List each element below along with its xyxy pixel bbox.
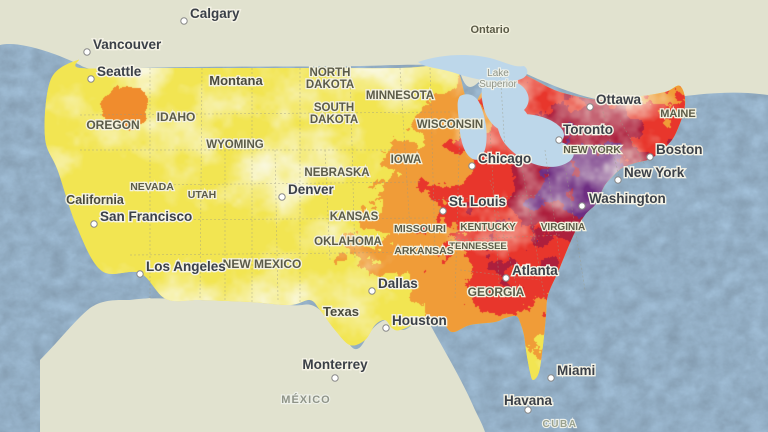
svg-text:MINNESOTA: MINNESOTA bbox=[366, 90, 434, 102]
svg-text:KENTUCKY: KENTUCKY bbox=[460, 222, 516, 233]
svg-text:CUBA: CUBA bbox=[543, 419, 578, 430]
svg-text:New York: New York bbox=[624, 165, 685, 180]
svg-text:TENNESSEE: TENNESSEE bbox=[449, 241, 507, 252]
svg-text:Washington: Washington bbox=[589, 191, 666, 206]
svg-text:Boston: Boston bbox=[656, 142, 703, 157]
svg-text:NEW MEXICO: NEW MEXICO bbox=[223, 257, 302, 271]
svg-text:Texas: Texas bbox=[323, 304, 359, 319]
svg-text:VIRGINIA: VIRGINIA bbox=[541, 222, 585, 233]
svg-text:OREGON: OREGON bbox=[86, 118, 139, 132]
svg-text:California: California bbox=[66, 193, 125, 207]
svg-text:Ottawa: Ottawa bbox=[596, 92, 642, 107]
svg-text:NEW YORK: NEW YORK bbox=[563, 144, 621, 156]
svg-text:OKLAHOMA: OKLAHOMA bbox=[314, 236, 382, 248]
svg-text:MÉXICO: MÉXICO bbox=[281, 393, 330, 406]
svg-text:Superior: Superior bbox=[479, 79, 517, 90]
svg-text:GEORGIA: GEORGIA bbox=[468, 285, 525, 299]
svg-text:Seattle: Seattle bbox=[97, 64, 142, 79]
svg-text:Monterrey: Monterrey bbox=[302, 357, 368, 372]
svg-text:Miami: Miami bbox=[557, 363, 595, 378]
svg-text:Los Angeles: Los Angeles bbox=[146, 259, 226, 274]
svg-text:Houston: Houston bbox=[392, 313, 447, 328]
svg-text:IDAHO: IDAHO bbox=[157, 110, 196, 124]
svg-text:DAKOTA: DAKOTA bbox=[310, 114, 358, 126]
svg-text:Chicago: Chicago bbox=[478, 151, 531, 166]
svg-text:Denver: Denver bbox=[288, 182, 335, 197]
svg-text:Montana: Montana bbox=[209, 73, 263, 88]
svg-text:KANSAS: KANSAS bbox=[330, 211, 379, 223]
svg-text:Dallas: Dallas bbox=[378, 276, 418, 291]
svg-text:ARKANSAS: ARKANSAS bbox=[394, 245, 454, 257]
svg-text:NORTH: NORTH bbox=[310, 67, 351, 79]
svg-text:MAINE: MAINE bbox=[660, 108, 695, 120]
svg-text:Ontario: Ontario bbox=[470, 24, 509, 36]
svg-text:San Francisco: San Francisco bbox=[100, 209, 192, 224]
svg-text:Atlanta: Atlanta bbox=[512, 263, 558, 278]
svg-text:UTAH: UTAH bbox=[188, 189, 216, 201]
svg-text:NEBRASKA: NEBRASKA bbox=[304, 167, 369, 179]
svg-text:Lake: Lake bbox=[487, 68, 509, 79]
svg-text:St. Louis: St. Louis bbox=[449, 194, 506, 209]
svg-text:IOWA: IOWA bbox=[391, 154, 422, 166]
svg-text:WYOMING: WYOMING bbox=[206, 139, 264, 151]
svg-text:MISSOURI: MISSOURI bbox=[394, 223, 446, 235]
svg-text:SOUTH: SOUTH bbox=[314, 102, 354, 114]
svg-text:Havana: Havana bbox=[504, 393, 553, 408]
svg-text:Calgary: Calgary bbox=[190, 6, 240, 21]
svg-text:WISCONSIN: WISCONSIN bbox=[417, 119, 483, 131]
svg-text:Toronto: Toronto bbox=[563, 122, 613, 137]
svg-text:Vancouver: Vancouver bbox=[93, 37, 162, 52]
svg-text:DAKOTA: DAKOTA bbox=[306, 79, 354, 91]
svg-text:NEVADA: NEVADA bbox=[130, 181, 174, 193]
